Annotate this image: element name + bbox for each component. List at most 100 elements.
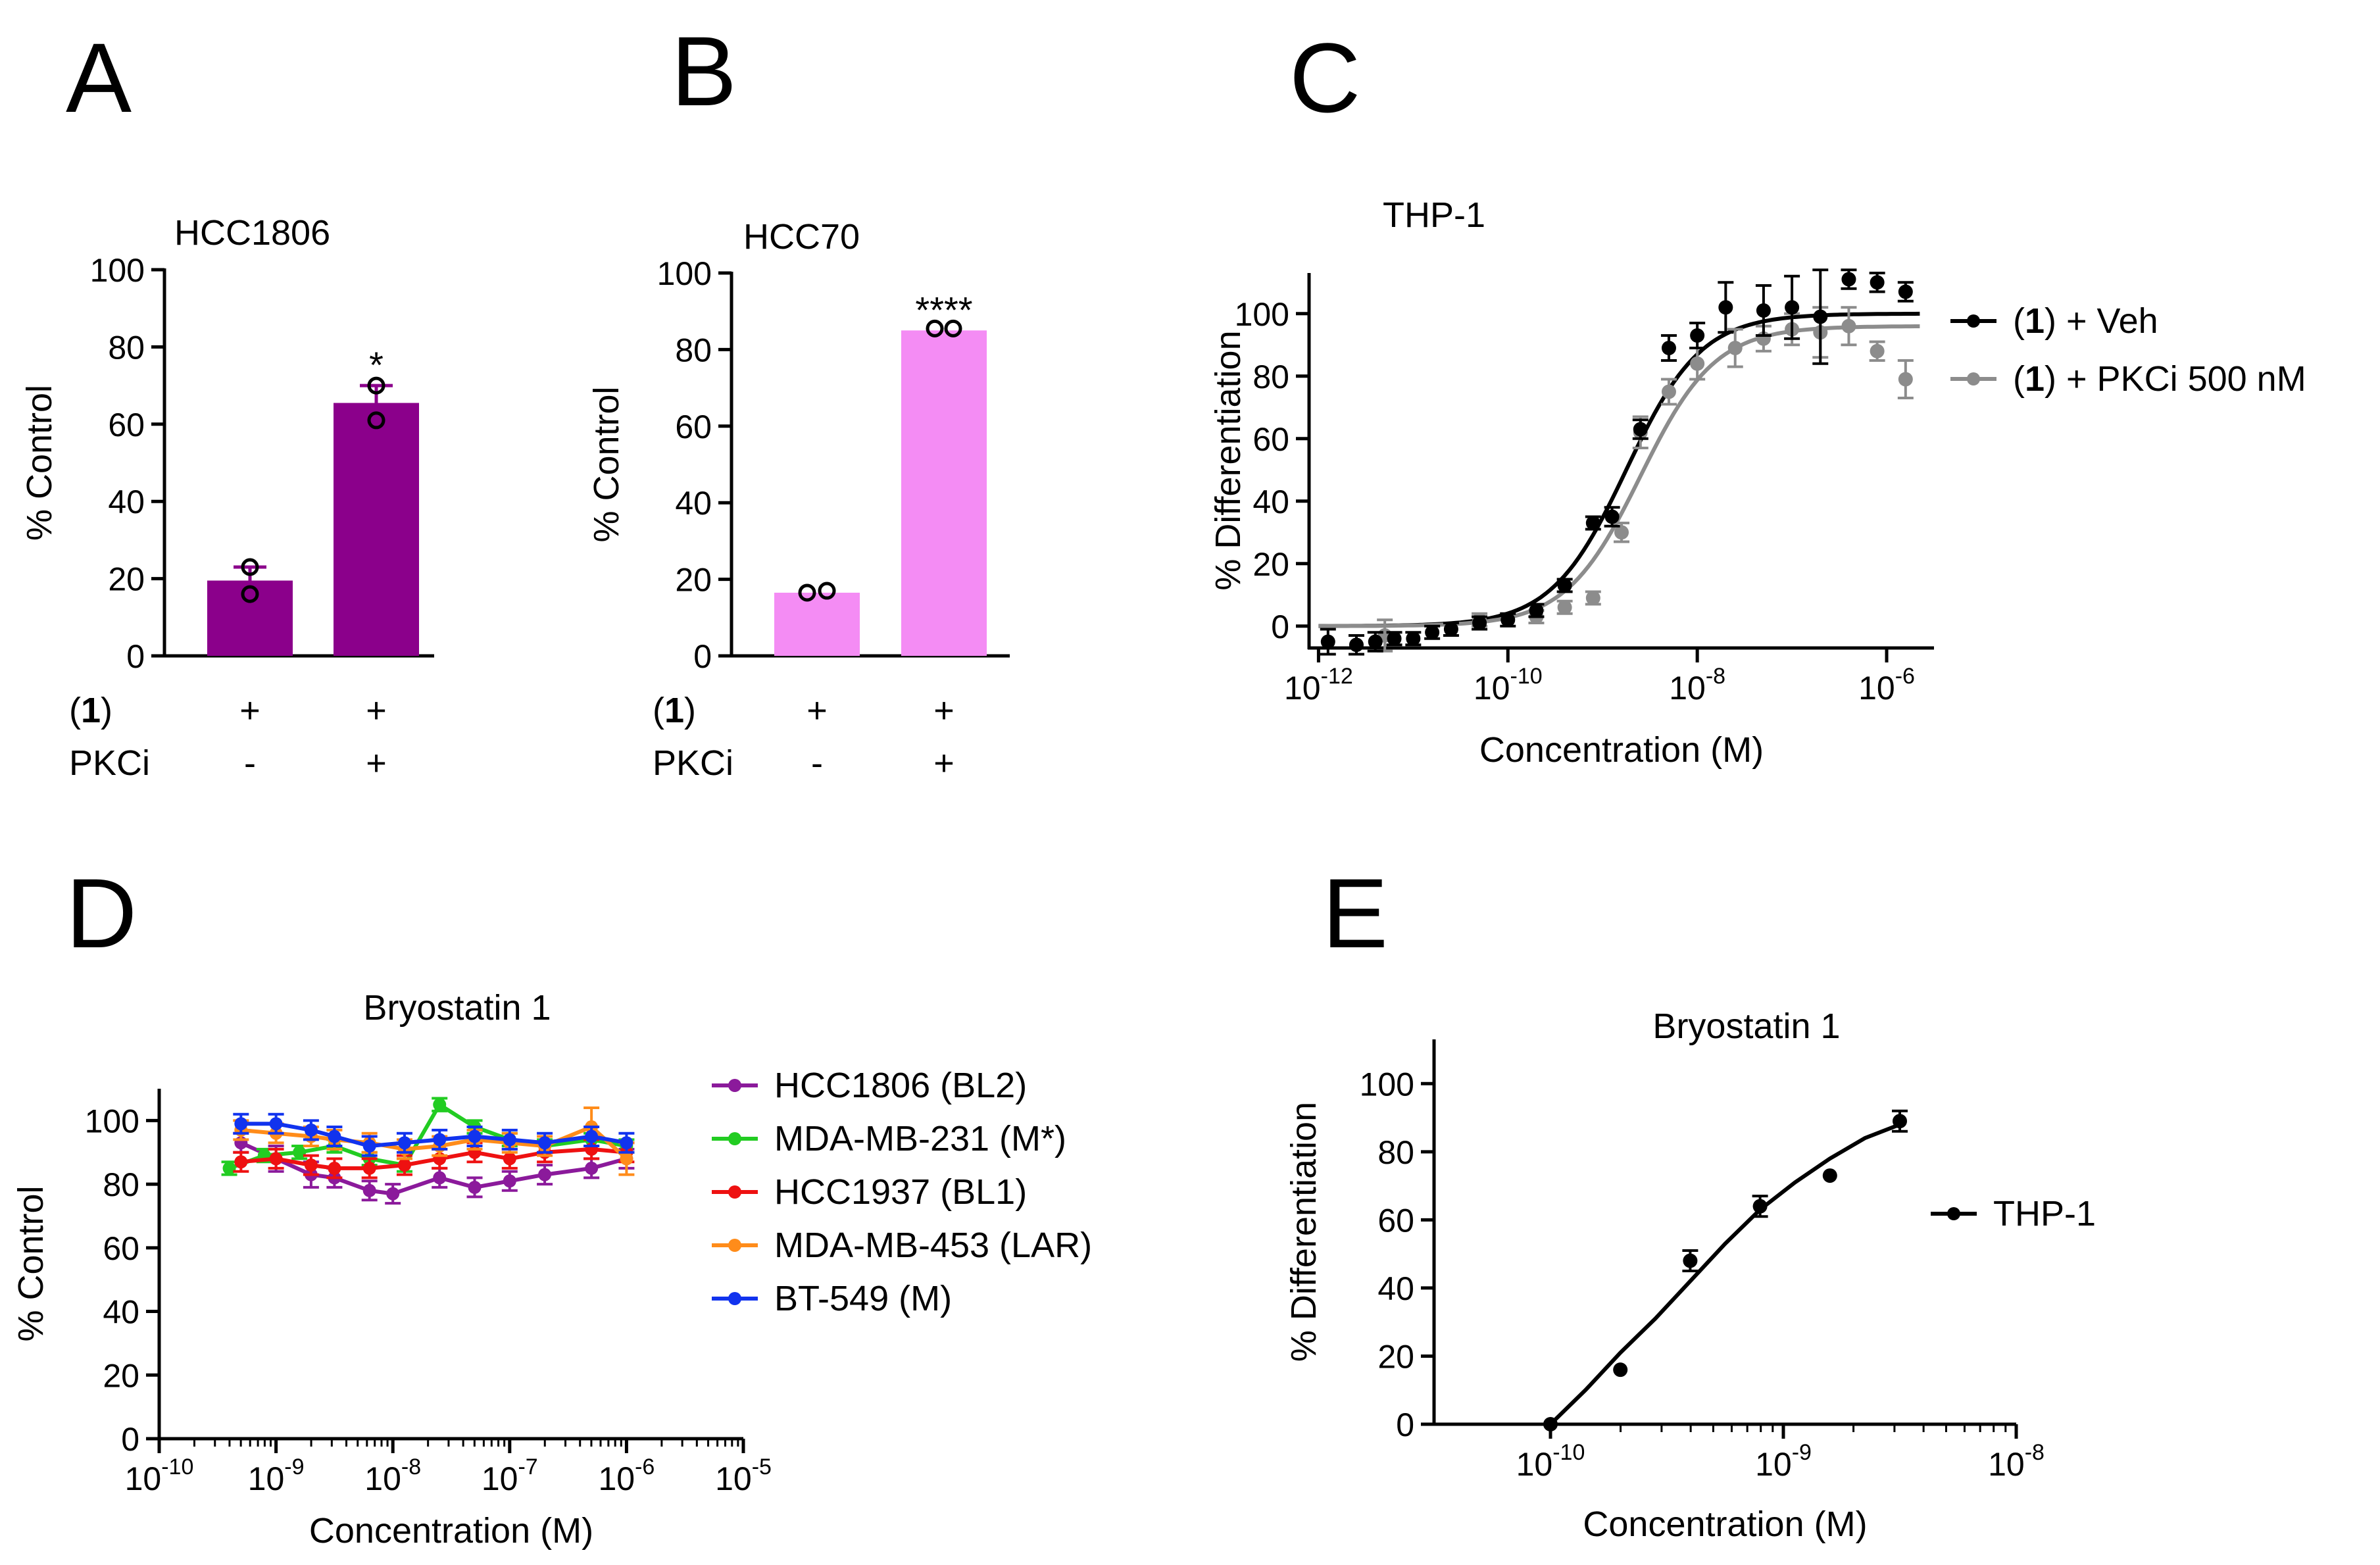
data-point-c-0-20: [1841, 272, 1856, 287]
legend-label-d-2: HCC1937 (BL1): [774, 1172, 1027, 1212]
panel-label-d: D: [66, 858, 137, 968]
data-point-e-0-4: [1822, 1168, 1837, 1183]
legend-marker-d-0: [728, 1079, 741, 1092]
y-tick-label-e-4: 80: [1377, 1134, 1414, 1171]
significance-b-1: ****: [915, 289, 972, 330]
y-tick-label-b-2: 40: [675, 485, 712, 522]
condition-value-b-0-1: +: [933, 691, 954, 730]
chart-title-c: THP-1: [1383, 195, 1485, 235]
y-tick-label-b-5: 100: [657, 255, 712, 292]
y-tick-label-a-0: 0: [126, 638, 145, 675]
y-axis-label-b: % Control: [587, 386, 626, 542]
significance-a-1: *: [369, 344, 384, 385]
data-point-a-1-0: [367, 376, 385, 395]
panel-label-a: A: [66, 22, 132, 133]
legend-marker-c-0: [1967, 314, 1980, 328]
data-point-d-0-4: [362, 1183, 376, 1197]
y-axis-label-a: % Control: [20, 385, 59, 541]
y-tick-label-e-3: 60: [1377, 1202, 1414, 1239]
legend-label-c-1: (1) + PKCi 500 nM: [2013, 359, 2306, 399]
fit-curve-e-0: [1549, 1122, 1901, 1426]
condition-label-a-1: PKCi: [69, 743, 150, 783]
data-point-d-2-4: [362, 1161, 376, 1175]
data-point-c-0-10: [1557, 578, 1572, 593]
data-point-c-0-12: [1604, 509, 1620, 524]
x-tick-label-d-4: 10-6: [598, 1454, 655, 1497]
legend-marker-d-4: [728, 1292, 741, 1305]
y-tick-label-d-1: 20: [103, 1357, 139, 1394]
x-tick-label-c-1: 10-10: [1474, 664, 1543, 707]
panel-label-e: E: [1322, 858, 1388, 968]
data-point-c-0-21: [1870, 275, 1885, 290]
data-point-c-1-5: [1614, 525, 1629, 540]
data-point-d-4-2: [304, 1123, 318, 1137]
data-point-c-0-15: [1690, 328, 1705, 343]
x-tick-label-e-1: 10-9: [1755, 1440, 1812, 1483]
x-tick-label-e-0: 10-10: [1516, 1440, 1585, 1483]
legend-label-c-0: (1) + Veh: [2013, 301, 2158, 341]
bar-a-0: [207, 580, 293, 656]
y-axis-label-e: % Differentiation: [1284, 1102, 1324, 1362]
data-point-d-1-0: [222, 1161, 236, 1175]
data-point-d-4-3: [328, 1130, 341, 1143]
condition-value-b-0-0: +: [806, 691, 828, 730]
data-point-d-4-0: [234, 1117, 248, 1131]
data-point-b-1-1: [944, 319, 962, 337]
data-point-d-0-5: [386, 1187, 400, 1201]
data-point-d-4-9: [538, 1136, 552, 1150]
data-point-c-1-13: [1841, 318, 1856, 334]
data-point-d-0-6: [433, 1171, 447, 1185]
y-tick-label-e-2: 40: [1377, 1270, 1414, 1307]
y-tick-label-c-5: 100: [1235, 296, 1289, 333]
panel-label-b: B: [671, 16, 737, 126]
y-tick-label-d-0: 0: [121, 1421, 139, 1458]
data-point-c-0-8: [1500, 612, 1516, 628]
data-point-a-0-1: [241, 585, 259, 603]
condition-value-a-0-1: +: [366, 691, 387, 730]
data-point-e-0-2: [1683, 1253, 1698, 1268]
data-point-c-0-14: [1661, 341, 1676, 355]
data-point-d-3-11: [620, 1152, 633, 1166]
data-point-c-0-18: [1785, 300, 1800, 315]
y-tick-label-e-5: 100: [1360, 1066, 1414, 1103]
data-point-d-4-6: [433, 1133, 447, 1147]
data-point-d-4-10: [585, 1130, 599, 1143]
chart-title-e: Bryostatin 1: [1652, 1006, 1840, 1046]
x-tick-label-d-1: 10-9: [248, 1454, 305, 1497]
data-point-d-2-3: [328, 1161, 341, 1175]
data-point-d-0-8: [503, 1174, 516, 1188]
bar-b-1: [901, 330, 987, 656]
condition-value-a-0-0: +: [239, 691, 260, 730]
condition-value-b-1-0: -: [811, 743, 823, 783]
x-tick-label-d-0: 10-10: [125, 1454, 194, 1497]
condition-value-a-1-0: -: [244, 743, 256, 783]
y-tick-label-b-4: 80: [675, 332, 712, 368]
y-tick-label-a-3: 60: [108, 407, 145, 443]
data-point-e-0-1: [1613, 1362, 1628, 1378]
data-point-e-0-3: [1752, 1199, 1768, 1214]
y-tick-label-a-2: 40: [108, 484, 145, 520]
data-point-d-4-7: [468, 1130, 482, 1143]
x-axis-label-c: Concentration (M): [1479, 730, 1764, 770]
data-point-c-0-17: [1756, 303, 1771, 318]
data-point-c-1-3: [1557, 600, 1572, 615]
data-point-b-0-1: [818, 582, 836, 600]
y-axis-label-d: % Control: [11, 1185, 51, 1341]
legend-label-d-3: MDA-MB-453 (LAR): [774, 1226, 1092, 1265]
data-point-c-1-8: [1690, 356, 1705, 371]
data-point-c-0-6: [1443, 622, 1458, 637]
data-point-c-0-3: [1387, 631, 1402, 646]
legend-marker-d-3: [728, 1239, 741, 1252]
y-tick-label-c-0: 0: [1271, 609, 1289, 645]
legend-label-d-1: MDA-MB-231 (M*): [774, 1119, 1066, 1158]
data-point-d-0-7: [468, 1180, 482, 1194]
condition-value-b-1-1: +: [933, 743, 954, 783]
panel-c-chart: THP-1 0 20 40 60 80 100 10-12 10-10 10-8 10-6 Conce…: [1208, 195, 2306, 770]
panel-b-chart: HCC70 0 20 40 60 80 100 % Control **** (1) + + PKCi -…: [587, 217, 1010, 783]
x-tick-label-c-3: 10-6: [1858, 664, 1915, 707]
y-tick-label-d-5: 100: [85, 1103, 139, 1139]
y-tick-label-a-4: 80: [108, 329, 145, 366]
panel-a-chart: HCC1806 0 20 40 60 80 100 % Control * (1) + + PKCi - +: [20, 213, 434, 783]
legend-label-d-0: HCC1806 (BL2): [774, 1066, 1027, 1105]
